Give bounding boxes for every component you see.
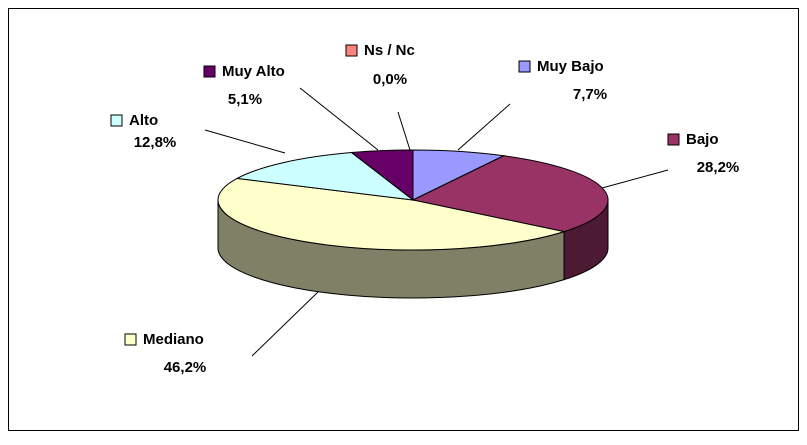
leader-line [204,129,286,154]
leader-line [601,169,669,189]
legend-swatch [518,60,531,73]
category-label: Muy Alto [222,63,285,80]
category-label: Muy Bajo [537,58,604,75]
leader-line [251,291,319,357]
value-label: 0,0% [373,71,407,88]
leader-line [457,103,511,151]
pie-slice [217,177,567,251]
legend-swatch [203,65,216,78]
value-label: 12,8% [134,134,177,151]
value-label: 46,2% [164,359,207,376]
value-label: 5,1% [228,91,262,108]
value-label: 28,2% [697,159,740,176]
value-label: 7,7% [573,86,607,103]
category-label: Bajo [686,131,719,148]
legend-swatch [124,333,137,346]
pie-slice [412,149,506,201]
category-label: Alto [129,112,158,129]
leader-line [299,87,379,151]
leader-line [397,111,411,151]
pie-slice [235,152,415,201]
legend-swatch [667,133,680,146]
legend-swatch [345,44,358,57]
category-label: Mediano [143,331,204,348]
category-label: Ns / Nc [364,42,415,59]
pie-slice [411,155,609,233]
legend-swatch [110,114,123,127]
